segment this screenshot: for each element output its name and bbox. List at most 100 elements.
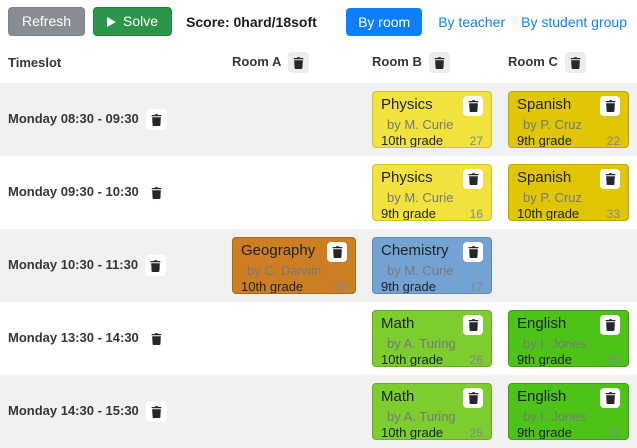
lesson-id: 20	[606, 353, 620, 367]
schedule-cell: Physics by M. Curie 10th grade 27	[364, 83, 500, 156]
lesson-card-spanish[interactable]: Spanish by P. Cruz 9th grade 22	[508, 91, 629, 148]
table-row: Monday 13:30 - 14:30 Math by A. Turing 1…	[0, 302, 637, 375]
schedule-cell: Spanish by P. Cruz 10th grade 33	[500, 156, 637, 229]
lesson-teacher: by A. Turing	[387, 409, 456, 424]
lesson-card-chemistry[interactable]: Chemistry by M. Curie 9th grade 17	[372, 237, 492, 294]
lesson-card-math[interactable]: Math by A. Turing 10th grade 26	[372, 310, 492, 367]
schedule-cell-empty	[500, 229, 637, 302]
lesson-grade: 9th grade	[381, 279, 436, 294]
refresh-button[interactable]: Refresh	[8, 7, 86, 36]
lesson-teacher: by I. Jones	[523, 409, 586, 424]
schedule-cell: Spanish by P. Cruz 9th grade 22	[500, 83, 637, 156]
delete-timeslot-button[interactable]	[145, 401, 167, 422]
solve-button-label: Solve	[123, 13, 159, 29]
view-by-teacher-button[interactable]: By teacher	[438, 8, 505, 36]
view-by-student-group-button[interactable]: By student group	[521, 8, 627, 36]
lesson-subject: Chemistry	[381, 242, 449, 259]
lesson-card-english[interactable]: English by I. Jones 9th grade 21	[508, 383, 629, 440]
timeslot-cell: Monday 13:30 - 14:30	[0, 302, 224, 375]
lesson-grade: 10th grade	[381, 425, 444, 440]
table-row: Monday 14:30 - 15:30 Math by A. Turing 1…	[0, 375, 637, 448]
trash-icon	[605, 392, 616, 404]
trash-icon	[468, 173, 479, 185]
delete-room-c-button[interactable]	[564, 52, 586, 73]
lesson-card-spanish[interactable]: Spanish by P. Cruz 10th grade 33	[508, 164, 629, 221]
trash-icon	[468, 246, 479, 258]
timeslot-label: Monday 13:30 - 14:30	[8, 329, 139, 345]
lesson-id: 25	[469, 426, 483, 440]
room-a-label: Room A	[232, 53, 282, 69]
table-row: Monday 10:30 - 11:30 Geography by C. Dar…	[0, 229, 637, 302]
timeslot-label: Monday 08:30 - 09:30	[8, 110, 139, 126]
lesson-id: 22	[606, 134, 620, 148]
room-a-column-header: Room A	[224, 44, 364, 83]
lesson-id: 30	[333, 280, 347, 294]
schedule-cell: Geography by C. Darwin 10th grade 30	[224, 229, 364, 302]
trash-icon	[332, 246, 343, 258]
timeslot-cell: Monday 10:30 - 11:30	[0, 229, 224, 302]
lesson-teacher: by M. Curie	[387, 263, 454, 278]
lesson-card-english[interactable]: English by I. Jones 9th grade 20	[508, 310, 629, 367]
timeslot-label: Monday 14:30 - 15:30	[8, 402, 139, 418]
timeslot-label: Monday 10:30 - 11:30	[8, 256, 139, 272]
lesson-grade: 9th grade	[517, 352, 572, 367]
lesson-card-physics[interactable]: Physics by M. Curie 9th grade 16	[372, 164, 492, 221]
schedule-table: Timeslot Room A Room B Room C Monday 08:…	[0, 44, 637, 448]
lesson-grade: 9th grade	[381, 206, 436, 221]
delete-room-b-button[interactable]	[428, 52, 450, 73]
delete-timeslot-button[interactable]	[145, 328, 167, 349]
timeslot-cell: Monday 14:30 - 15:30	[0, 375, 224, 448]
trash-icon	[151, 405, 162, 418]
delete-timeslot-button[interactable]	[145, 182, 167, 203]
lesson-subject: English	[517, 388, 567, 405]
room-c-label: Room C	[508, 53, 558, 69]
delete-lesson-button[interactable]	[463, 388, 483, 408]
lesson-id: 33	[606, 207, 620, 221]
delete-lesson-button[interactable]	[600, 388, 620, 408]
lesson-teacher: by M. Curie	[387, 117, 454, 132]
trash-icon	[605, 319, 616, 331]
lesson-grade: 10th grade	[381, 133, 444, 148]
lesson-id: 26	[469, 353, 483, 367]
lesson-subject: Physics	[381, 96, 433, 113]
trash-icon	[468, 100, 479, 112]
lesson-subject: English	[517, 315, 567, 332]
lesson-id: 21	[606, 426, 620, 440]
timeslot-column-header: Timeslot	[8, 55, 62, 70]
lesson-teacher: by C. Darwin	[247, 263, 322, 278]
trash-icon	[468, 392, 479, 404]
lesson-grade: 10th grade	[381, 352, 444, 367]
timeslot-cell: Monday 09:30 - 10:30	[0, 156, 224, 229]
lesson-teacher: by A. Turing	[387, 336, 456, 351]
trash-icon	[434, 56, 445, 69]
lesson-card-physics[interactable]: Physics by M. Curie 10th grade 27	[372, 91, 492, 148]
trash-icon	[151, 186, 162, 199]
view-switcher: By room By teacher By student group	[346, 7, 629, 36]
lesson-teacher: by I. Jones	[523, 336, 586, 351]
timeslot-label: Monday 09:30 - 10:30	[8, 183, 139, 199]
delete-timeslot-button[interactable]	[145, 255, 167, 276]
schedule-cell: English by I. Jones 9th grade 21	[500, 375, 637, 448]
delete-timeslot-button[interactable]	[145, 109, 167, 130]
trash-icon	[150, 259, 161, 272]
schedule-cell-empty	[224, 375, 364, 448]
lesson-card-math[interactable]: Math by A. Turing 10th grade 25	[372, 383, 492, 440]
lesson-grade: 9th grade	[517, 425, 572, 440]
lesson-card-geography[interactable]: Geography by C. Darwin 10th grade 30	[232, 237, 356, 294]
delete-lesson-button[interactable]	[600, 96, 620, 116]
schedule-cell: Math by A. Turing 10th grade 25	[364, 375, 500, 448]
delete-lesson-button[interactable]	[463, 169, 483, 189]
solve-button[interactable]: Solve	[93, 7, 173, 36]
delete-lesson-button[interactable]	[600, 169, 620, 189]
delete-lesson-button[interactable]	[600, 315, 620, 335]
delete-lesson-button[interactable]	[463, 242, 483, 262]
lesson-id: 17	[469, 280, 483, 294]
delete-room-a-button[interactable]	[288, 52, 310, 73]
trash-icon	[151, 113, 162, 126]
delete-lesson-button[interactable]	[327, 242, 347, 262]
view-by-room-button[interactable]: By room	[346, 7, 423, 36]
delete-lesson-button[interactable]	[463, 96, 483, 116]
delete-lesson-button[interactable]	[463, 315, 483, 335]
room-b-column-header: Room B	[364, 44, 500, 83]
lesson-grade: 10th grade	[241, 279, 304, 294]
